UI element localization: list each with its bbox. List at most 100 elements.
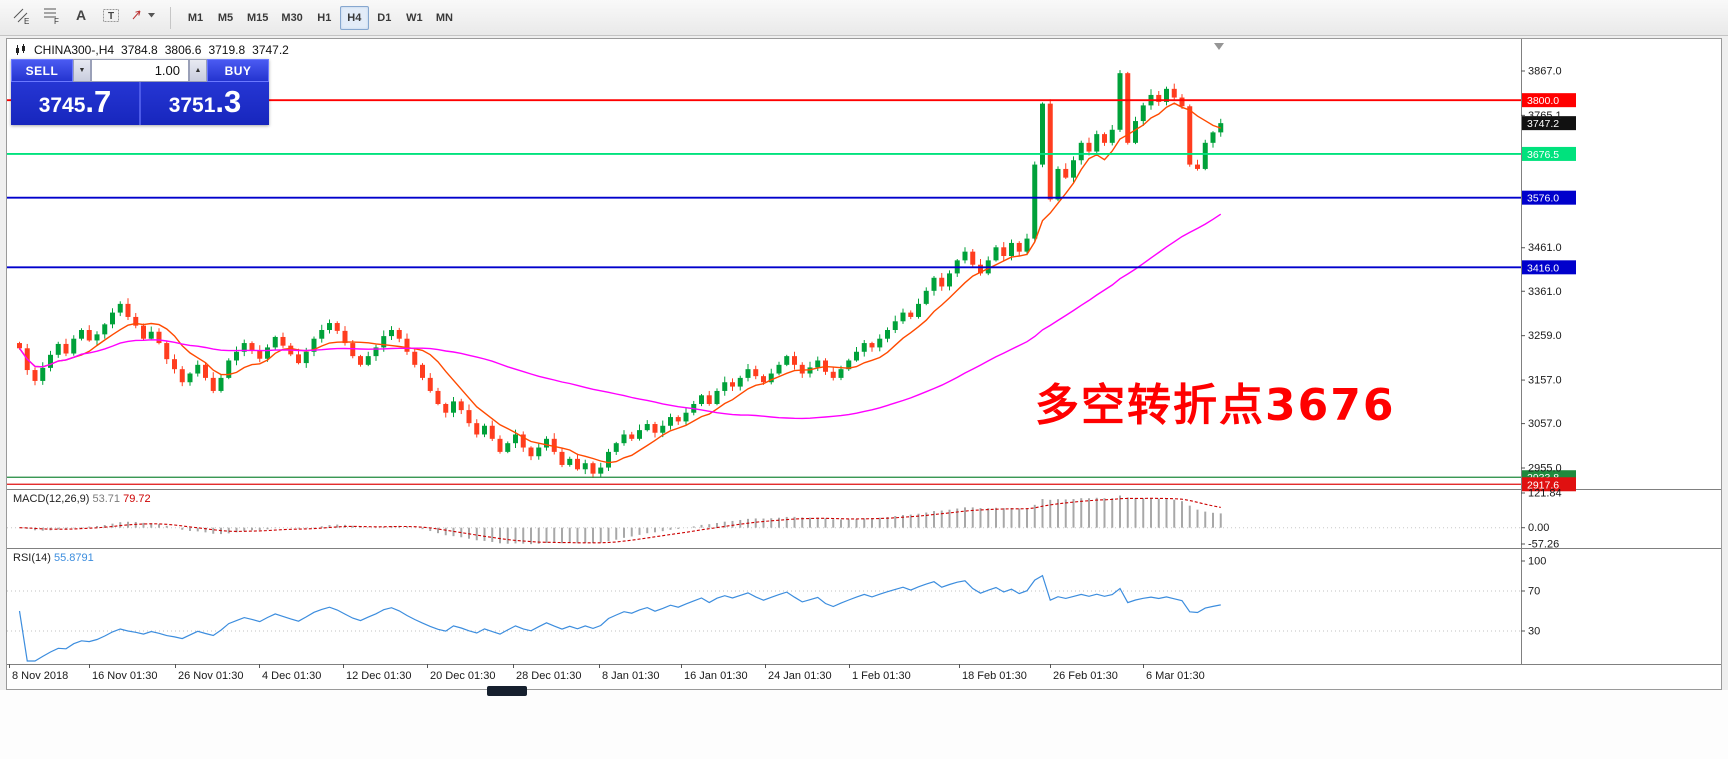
- candle: [559, 451, 565, 465]
- price-line-label: [1522, 477, 1576, 492]
- candle: [761, 376, 766, 383]
- candle: [947, 273, 952, 287]
- rsi-pane: [7, 574, 1521, 662]
- candle: [652, 424, 658, 433]
- rsi-label: RSI(14) 55.8791: [13, 552, 94, 564]
- candle: [342, 330, 348, 344]
- candle: [1047, 103, 1053, 200]
- arrows-tool-button[interactable]: [128, 6, 160, 30]
- volume-increase-button[interactable]: ▲: [189, 59, 207, 82]
- timeframe-button-m1[interactable]: M1: [187, 11, 204, 24]
- candle: [350, 343, 356, 357]
- candle: [668, 417, 673, 426]
- timeframe-button-h4[interactable]: H4: [339, 5, 369, 30]
- candle: [582, 463, 588, 470]
- candle: [1140, 105, 1146, 122]
- time-tick-label: 28 Dec 01:30: [516, 670, 581, 682]
- candle: [319, 330, 325, 339]
- price-line-label: [1522, 190, 1576, 205]
- fibonacci-retracement-icon: F: [41, 5, 61, 30]
- fibonacci-retracement-tool-button[interactable]: F: [38, 6, 64, 30]
- candle: [660, 425, 666, 433]
- ohlc-close: 3747.2: [252, 43, 289, 57]
- candle: [32, 370, 38, 381]
- buy-button[interactable]: BUY: [207, 59, 269, 82]
- candle: [830, 371, 836, 378]
- candle: [923, 290, 929, 304]
- candle: [1071, 160, 1076, 178]
- svg-text:A: A: [76, 7, 86, 23]
- macd-signal-line: [19, 497, 1221, 544]
- candle: [644, 424, 650, 431]
- time-axis[interactable]: 8 Nov 2018 16 Nov 01:30 26 Nov 01:30 4 Dec …: [9, 664, 1205, 682]
- candle: [435, 390, 441, 405]
- candle: [1078, 142, 1084, 161]
- candle: [40, 367, 46, 381]
- candle: [1009, 242, 1014, 257]
- candle: [1202, 142, 1208, 169]
- text-tool-button[interactable]: A: [68, 6, 94, 30]
- candle: [365, 356, 371, 365]
- candle: [156, 331, 162, 344]
- price-line-label: [1522, 260, 1576, 275]
- volume-input[interactable]: 1.00: [91, 59, 189, 82]
- volume-decrease-button[interactable]: ▼: [73, 59, 91, 82]
- candle: [451, 401, 456, 413]
- price-line-label-text: 3747.2: [1527, 118, 1559, 130]
- toolbar: E F A T M1 M5 M15 M30 H1 H4 D1 W1 MN: [0, 0, 1728, 36]
- price-tick-label: 3361.0: [1528, 286, 1562, 298]
- timeframe-button-d1[interactable]: D1: [377, 11, 392, 24]
- candle: [141, 325, 146, 339]
- candle: [133, 316, 139, 326]
- candle: [575, 458, 580, 470]
- timeframe-button-w1[interactable]: W1: [406, 11, 423, 24]
- candle: [179, 369, 185, 383]
- rsi-axis-label: 100: [1528, 556, 1546, 568]
- ohlc-open: 3784.8: [121, 43, 158, 57]
- candle: [629, 434, 635, 439]
- macd-signal-value: 79.72: [123, 493, 151, 505]
- candle: [931, 277, 937, 291]
- candle: [1102, 134, 1107, 143]
- candle: [48, 354, 53, 368]
- candle: [637, 430, 642, 439]
- macd-axis-label: -57.26: [1528, 539, 1559, 551]
- macd-axis-label: 121.84: [1528, 488, 1562, 500]
- candle: [241, 343, 247, 352]
- candle: [768, 373, 774, 383]
- candle: [303, 351, 309, 364]
- price-line-label: [1522, 146, 1576, 161]
- macd-axis-label: 0.00: [1528, 522, 1549, 534]
- window-bottom-area: [0, 690, 1728, 759]
- timeframe-button-h1[interactable]: H1: [317, 11, 332, 24]
- candle: [815, 360, 821, 368]
- candle: [412, 351, 418, 365]
- candle: [869, 343, 875, 348]
- candle: [1063, 168, 1069, 178]
- timeframe-button-m5[interactable]: M5: [217, 11, 234, 24]
- candle: [1179, 97, 1185, 107]
- equidistant-channel-tool-button[interactable]: E: [8, 6, 34, 30]
- price-tick-label: 3057.0: [1528, 418, 1562, 430]
- timeframe-button-m15[interactable]: M15: [247, 11, 269, 24]
- candle: [606, 451, 611, 468]
- price-axis[interactable]: 3867.0 3765.1 3461.0 3361.0 3259.0 3157.0 3057…: [1521, 66, 1562, 638]
- timeframe-button-m30[interactable]: M30: [281, 11, 303, 24]
- price-line-label-text: 3576.0: [1527, 193, 1559, 205]
- price-chart[interactable]: 3800.03676.53576.03416.02933.82917.63747…: [7, 39, 1721, 689]
- candle: [63, 343, 69, 354]
- time-tick-label: 18 Feb 01:30: [962, 670, 1027, 682]
- candle: [420, 364, 425, 378]
- candle: [272, 336, 278, 348]
- candle: [17, 343, 22, 349]
- timeframe-button-mn[interactable]: MN: [435, 11, 453, 24]
- candle: [706, 395, 712, 405]
- symbol-period: CHINA300-,H4: [34, 43, 115, 57]
- candle: [125, 303, 131, 317]
- ohlc-high: 3806.6: [164, 43, 202, 57]
- candle: [745, 369, 751, 378]
- candle: [474, 423, 480, 435]
- candle: [497, 438, 503, 452]
- text-label-tool-button[interactable]: T: [98, 6, 124, 30]
- sell-button[interactable]: SELL: [11, 59, 73, 82]
